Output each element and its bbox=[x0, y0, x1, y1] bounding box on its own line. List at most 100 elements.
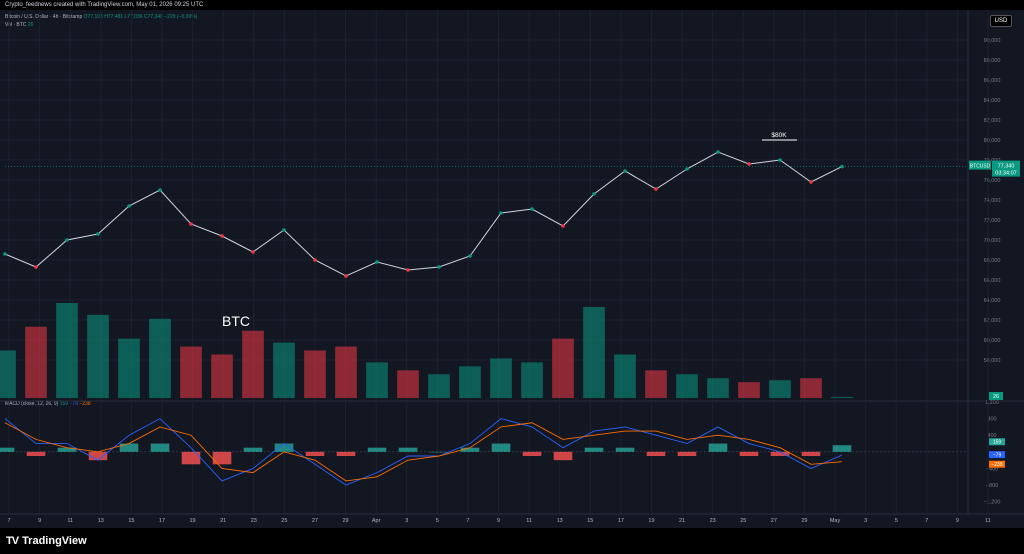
price-tag-countdown: 03:34:07 bbox=[995, 171, 1016, 177]
macd-line-tag: −79 bbox=[993, 453, 1002, 459]
macd-histogram-bar bbox=[305, 451, 325, 456]
time-tick-label: 9 bbox=[497, 518, 500, 524]
time-tick-label: 13 bbox=[98, 518, 104, 524]
price-point bbox=[189, 222, 193, 226]
macd-line-value: −79 bbox=[69, 401, 78, 407]
price-point bbox=[65, 238, 69, 242]
macd-line bbox=[4, 418, 843, 486]
time-tick-label: 25 bbox=[740, 518, 746, 524]
volume-bar bbox=[118, 338, 140, 398]
time-tick-label: 27 bbox=[771, 518, 777, 524]
price-tag-price: 77,340 bbox=[998, 164, 1015, 170]
macd-signal-line bbox=[4, 422, 843, 482]
macd-histogram-bar bbox=[832, 445, 852, 452]
time-tick-label: 11 bbox=[526, 518, 532, 524]
volume-legend: Vol · BTC 26 bbox=[5, 22, 33, 29]
price-point bbox=[530, 207, 534, 211]
volume-bar bbox=[459, 366, 481, 398]
time-tick-label: 21 bbox=[679, 518, 685, 524]
macd-histogram-bar bbox=[770, 451, 790, 456]
macd-label: MACD (close, 12, 26, 9) bbox=[5, 401, 59, 407]
price-tag-symbol-bg bbox=[969, 160, 991, 170]
price-tick-label: 70,000 bbox=[984, 238, 1001, 244]
macd-line-tag-bg bbox=[989, 451, 1005, 459]
time-tick-label: 3 bbox=[864, 518, 867, 524]
time-tick-label: 9 bbox=[38, 518, 41, 524]
macd-histogram-bar bbox=[584, 447, 604, 452]
time-tick-label: 15 bbox=[128, 518, 134, 524]
price-point bbox=[561, 224, 565, 228]
volume-bar bbox=[738, 382, 760, 398]
time-tick-label: 5 bbox=[895, 518, 898, 524]
price-point bbox=[778, 158, 782, 162]
price-tick-label: 68,000 bbox=[984, 258, 1001, 264]
macd-tick-label: 800 bbox=[987, 417, 996, 423]
time-tick-label: 11 bbox=[67, 518, 73, 524]
price-point bbox=[623, 169, 627, 173]
tradingview-logo-icon: TV bbox=[6, 535, 19, 547]
volume-bar bbox=[707, 378, 729, 398]
price-point bbox=[592, 192, 596, 196]
time-tick-label: 15 bbox=[587, 518, 593, 524]
price-tick-label: 86,000 bbox=[984, 78, 1001, 84]
volume-label: Vol · BTC bbox=[5, 22, 27, 28]
time-tick-label: 7 bbox=[466, 518, 469, 524]
price-point bbox=[406, 268, 410, 272]
time-tick-label: May bbox=[830, 518, 841, 524]
price-tick-label: 72,000 bbox=[984, 218, 1001, 224]
volume-bar bbox=[149, 318, 171, 398]
price-tick-label: 88,000 bbox=[984, 58, 1001, 64]
btc-chart-label: BTC bbox=[222, 313, 250, 329]
volume-bar bbox=[614, 354, 636, 398]
macd-signal-value: −238 bbox=[79, 401, 91, 407]
volume-bar bbox=[831, 396, 853, 398]
macd-signal-tag-bg bbox=[989, 460, 1005, 468]
currency-button[interactable]: USD bbox=[990, 15, 1012, 27]
bottom-bar: TV TradingView bbox=[0, 528, 1024, 554]
time-tick-label: 5 bbox=[436, 518, 439, 524]
price-point bbox=[127, 204, 131, 208]
volume-bar bbox=[304, 350, 326, 398]
price-tick-label: 84,000 bbox=[984, 98, 1001, 104]
time-tick-label: 17 bbox=[618, 518, 624, 524]
volume-bar bbox=[397, 370, 419, 398]
macd-hist-tag-bg bbox=[989, 438, 1005, 446]
time-tick-label: 23 bbox=[710, 518, 716, 524]
price-point bbox=[747, 162, 751, 166]
macd-histogram-bar bbox=[119, 443, 139, 452]
volume-bar bbox=[490, 358, 512, 398]
volume-bar bbox=[645, 370, 667, 398]
macd-histogram-bar bbox=[491, 443, 511, 452]
price-point bbox=[344, 274, 348, 278]
time-tick-label: 3 bbox=[405, 518, 408, 524]
tradingview-logo: TV TradingView bbox=[6, 535, 87, 547]
macd-histogram-bar bbox=[429, 451, 449, 453]
macd-histogram-bar bbox=[398, 447, 418, 452]
volume-bar bbox=[211, 354, 233, 398]
price-series-line bbox=[4, 151, 843, 277]
time-tick-label: 29 bbox=[342, 518, 348, 524]
price-point bbox=[437, 265, 441, 269]
price-tag-bg bbox=[992, 160, 1020, 177]
volume-bar bbox=[583, 306, 605, 398]
macd-histogram-bar bbox=[460, 447, 480, 452]
macd-histogram-bar bbox=[336, 451, 356, 456]
price-point bbox=[313, 258, 317, 262]
volume-tag-bg bbox=[989, 392, 1003, 400]
chart-canvas[interactable]: 58,000 60,000 62,000 64,000 66,000 68,000 70,0… bbox=[0, 10, 1024, 528]
price-tick-label: 64,000 bbox=[984, 298, 1001, 304]
macd-histogram-bar bbox=[274, 443, 294, 452]
price-point bbox=[220, 234, 224, 238]
macd-signal-tag: −238 bbox=[991, 462, 1002, 468]
time-tick-label: 23 bbox=[251, 518, 257, 524]
price-tick-label: 60,000 bbox=[984, 338, 1001, 344]
price-point bbox=[468, 254, 472, 258]
macd-histogram-bar bbox=[26, 451, 46, 456]
time-tick-label: 25 bbox=[281, 518, 287, 524]
time-tick-label: 9 bbox=[956, 518, 959, 524]
macd-histogram-bar bbox=[0, 447, 15, 452]
time-tick-label: Apr bbox=[372, 518, 381, 524]
macd-tick-label: −800 bbox=[986, 483, 998, 489]
macd-histogram-bar bbox=[212, 451, 232, 465]
macd-histogram-bar bbox=[367, 447, 387, 452]
